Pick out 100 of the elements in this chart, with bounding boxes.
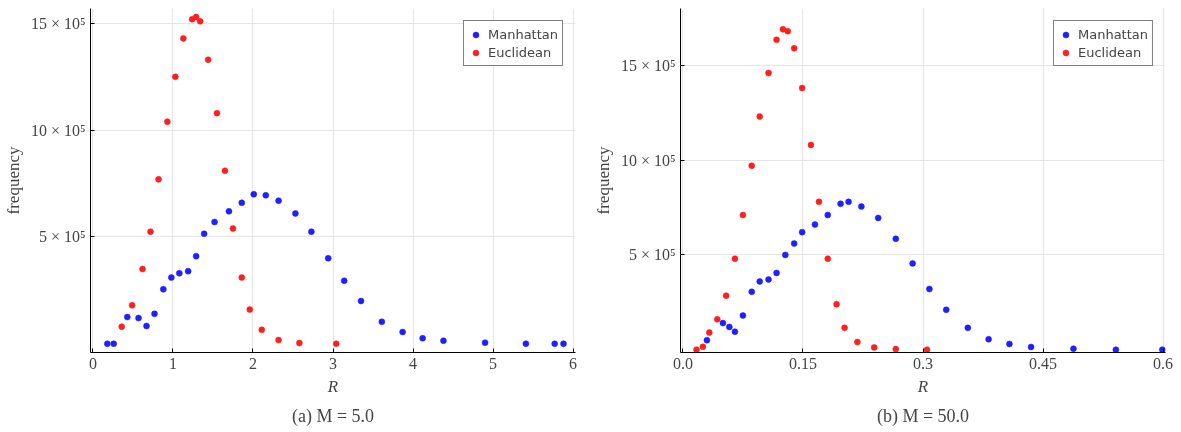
point: [229, 225, 237, 232]
point: [858, 203, 865, 210]
point: [160, 286, 167, 293]
point: [1159, 346, 1166, 353]
point: [731, 328, 739, 335]
point: [773, 269, 780, 277]
point: [147, 228, 154, 235]
point: [143, 322, 150, 330]
point: [308, 228, 315, 235]
point: [726, 323, 733, 331]
point: [706, 329, 713, 336]
point: [964, 324, 972, 332]
point: [739, 211, 747, 219]
point: [1070, 345, 1077, 352]
point: [399, 328, 406, 336]
point: [756, 113, 763, 120]
point: [833, 300, 840, 308]
point: [731, 255, 739, 262]
point: [693, 346, 700, 353]
point: [892, 345, 900, 353]
y-axis-title: frequency: [593, 146, 613, 215]
point: [798, 228, 806, 236]
point: [176, 270, 183, 277]
text: (a) M = 5.0: [291, 405, 375, 427]
point: [250, 191, 258, 198]
point: [155, 176, 162, 183]
point: [357, 297, 365, 305]
point: [854, 338, 861, 346]
x-tick-label: 0.0: [672, 354, 693, 372]
point: [784, 28, 791, 35]
x-axis-title: R: [326, 376, 339, 396]
point: [262, 192, 270, 199]
point: [128, 302, 136, 309]
point: [139, 265, 146, 273]
point: [440, 337, 447, 344]
point: [296, 339, 303, 347]
point: [180, 35, 187, 42]
x-tick-label: 0.15: [788, 354, 817, 372]
y-tick-label: 10 × 10⁵: [620, 151, 676, 169]
point: [739, 312, 747, 319]
point: [204, 56, 212, 63]
point: [719, 319, 727, 327]
point: [1112, 346, 1120, 353]
x-tick-label: 1: [168, 354, 177, 372]
x-tick-label: 0: [88, 354, 97, 372]
point: [765, 69, 772, 77]
point: [292, 210, 299, 217]
x-tick-label: 0.6: [1153, 354, 1174, 372]
point: [118, 323, 125, 330]
point: [192, 13, 200, 21]
point: [985, 335, 992, 343]
point: [790, 45, 798, 52]
point: [1027, 343, 1035, 351]
point: [748, 288, 755, 296]
point: [765, 276, 772, 283]
point: [522, 340, 530, 347]
point: [275, 336, 282, 344]
point: [560, 340, 567, 347]
legend-label: Manhattan: [487, 25, 558, 43]
point: [926, 285, 933, 293]
point: [824, 255, 832, 262]
point: [192, 252, 200, 260]
point: [135, 314, 142, 322]
point: [258, 326, 266, 334]
point: [419, 334, 426, 342]
point: [824, 211, 832, 219]
point: [275, 197, 282, 204]
point: [211, 218, 218, 226]
point: [699, 343, 707, 351]
point: [324, 255, 332, 262]
x-tick-label: 2: [248, 354, 257, 372]
legend-label: Euclidean: [487, 43, 552, 61]
y-tick-label: 5 × 10⁵: [38, 228, 86, 246]
point: [168, 274, 175, 281]
x-tick-label: 0.3: [913, 354, 933, 372]
point: [225, 208, 233, 215]
point: [213, 109, 221, 117]
point: [790, 240, 798, 247]
point: [151, 310, 158, 318]
point: [870, 344, 878, 351]
point: [1006, 340, 1013, 348]
legend-label: Manhattan: [1077, 25, 1148, 43]
point: [378, 318, 386, 325]
point: [782, 251, 789, 259]
point: [798, 84, 806, 92]
point: [722, 292, 730, 299]
point: [246, 306, 254, 313]
point: [837, 200, 844, 207]
y-tick-label: 15 × 10⁵: [620, 56, 676, 74]
y-tick-label: 5 × 10⁵: [628, 246, 676, 264]
x-axis-title: R: [916, 376, 929, 396]
x-tick-label: 0.45: [1029, 354, 1058, 372]
point: [164, 118, 171, 125]
point: [874, 214, 882, 222]
legend-label: Euclidean: [1077, 43, 1142, 61]
point: [811, 221, 819, 228]
point: [892, 235, 900, 243]
point: [942, 306, 950, 314]
point: [238, 199, 246, 207]
point: [196, 18, 204, 25]
